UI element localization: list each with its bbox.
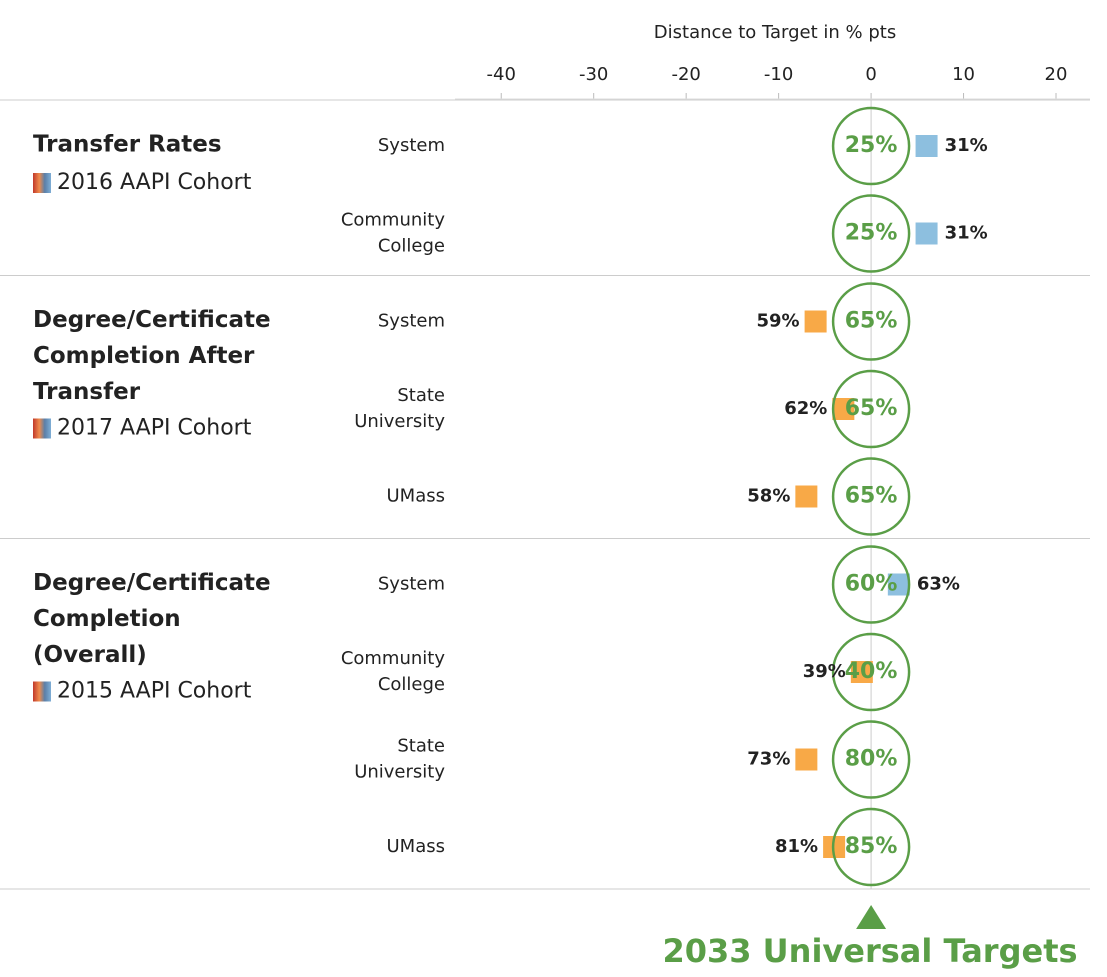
target-circle <box>831 194 911 273</box>
group-title: Transfer Rates <box>33 132 222 158</box>
cohort-icon <box>33 681 51 702</box>
group-title: (Overall) <box>33 642 147 668</box>
actual-marker <box>887 573 910 596</box>
x-tick-label: -10 <box>764 64 793 85</box>
actual-marker <box>795 748 818 771</box>
target-label: 25% <box>845 221 898 246</box>
row-label: College <box>378 674 445 695</box>
target-label: 65% <box>845 396 898 421</box>
actual-label: 73% <box>747 749 790 770</box>
actual-label: 31% <box>945 223 988 244</box>
row-label: Community <box>341 210 446 231</box>
row-label: Community <box>341 648 446 669</box>
actual-label: 63% <box>917 574 960 595</box>
x-tick-label: 10 <box>952 64 975 85</box>
row-label: System <box>378 135 445 156</box>
row-label: University <box>354 411 445 432</box>
x-tick-label: 0 <box>865 64 876 85</box>
x-tick-label: 20 <box>1045 64 1068 85</box>
actual-marker <box>915 135 938 157</box>
group-title: Transfer <box>33 379 141 405</box>
actual-label: 81% <box>775 836 818 857</box>
actual-marker <box>832 398 855 420</box>
group-title: Degree/Certificate <box>33 307 271 333</box>
footer: 2033 Universal Targets <box>662 932 1077 970</box>
target-label: 40% <box>845 659 898 684</box>
actual-marker <box>915 222 938 245</box>
group-title: Completion After <box>33 343 255 369</box>
target-label: 65% <box>845 484 898 509</box>
target-label: 60% <box>845 572 898 597</box>
actual-label: 39% <box>803 661 846 682</box>
target-circle <box>831 106 911 186</box>
actual-label: 31% <box>945 135 988 156</box>
target-label: 80% <box>845 747 898 772</box>
target-circle <box>831 720 911 799</box>
target-circle <box>831 632 911 712</box>
group-title: Completion <box>33 606 181 632</box>
cohort-label: 2017 AAPI Cohort <box>57 416 252 441</box>
target-circle <box>831 282 911 361</box>
actual-marker <box>850 661 873 683</box>
axis-title: Distance to Target in % pts <box>654 22 896 43</box>
row-label: UMass <box>387 836 446 857</box>
target-label: 65% <box>845 309 898 334</box>
actual-label: 59% <box>757 311 800 332</box>
row-label: UMass <box>387 486 446 507</box>
actual-marker <box>795 485 818 508</box>
actual-label: 58% <box>747 486 790 507</box>
row-label: System <box>378 574 445 595</box>
target-circle <box>831 807 911 887</box>
cohort-label: 2016 AAPI Cohort <box>57 170 252 195</box>
x-tick-label: -20 <box>671 64 700 85</box>
row-label: State <box>397 385 445 406</box>
row-label: College <box>378 236 445 257</box>
target-circle <box>831 457 911 536</box>
target-circle <box>831 369 911 449</box>
actual-marker <box>804 310 827 333</box>
cohort-label: 2015 AAPI Cohort <box>57 679 252 704</box>
row-label: System <box>378 311 445 332</box>
group-title: Degree/Certificate <box>33 570 271 596</box>
cohort-icon <box>33 418 51 439</box>
x-tick-label: -40 <box>487 64 516 85</box>
target-pointer <box>856 905 887 929</box>
x-tick-label: -30 <box>579 64 608 85</box>
row-label: State <box>397 736 445 757</box>
cohort-icon <box>33 173 51 193</box>
target-label: 85% <box>845 834 898 859</box>
target-label: 25% <box>845 133 898 158</box>
actual-label: 62% <box>784 398 827 419</box>
row-label: University <box>354 762 445 783</box>
target-circle <box>831 545 911 624</box>
